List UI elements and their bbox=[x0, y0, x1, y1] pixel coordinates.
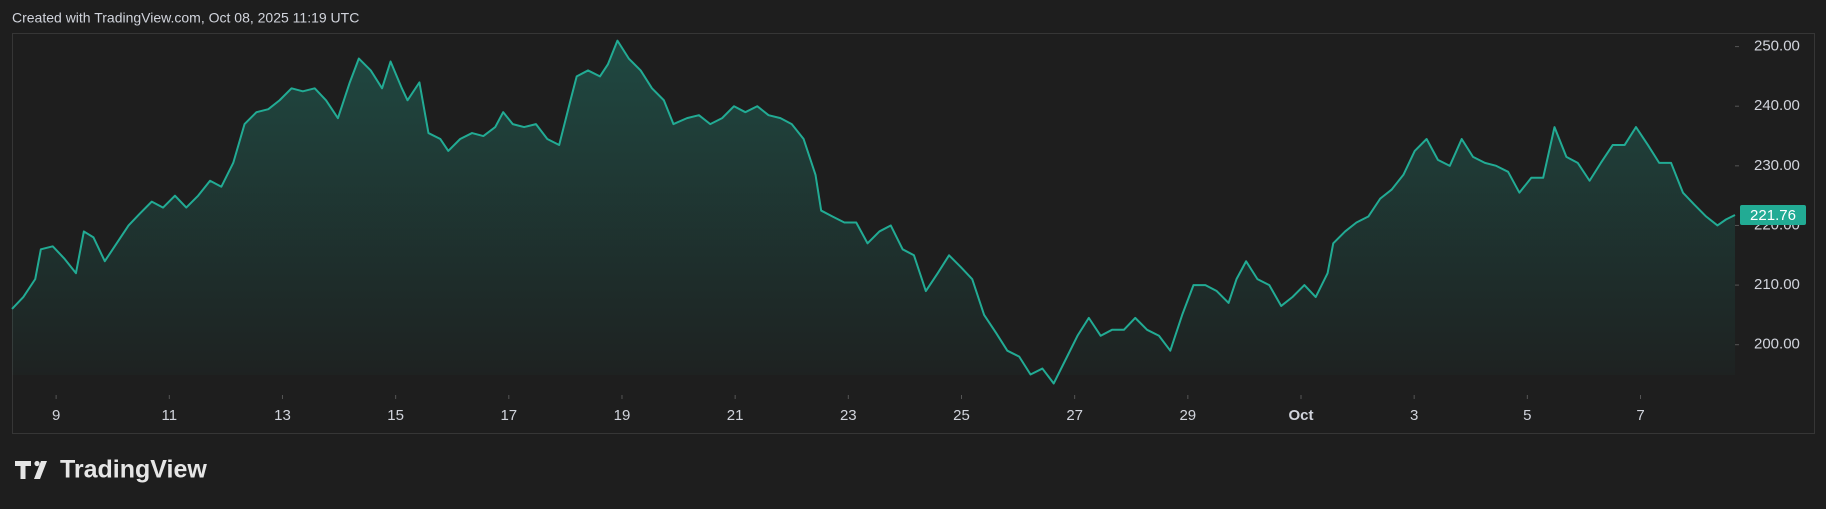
last-price-label: 221.76 bbox=[1750, 207, 1796, 224]
chart-frame bbox=[12, 33, 1815, 434]
y-tick-label: 240.00 bbox=[1754, 97, 1800, 114]
x-tick-label: 21 bbox=[727, 407, 744, 424]
x-tick-label: 23 bbox=[840, 407, 857, 424]
x-tick-label: 7 bbox=[1636, 407, 1644, 424]
area-fill bbox=[12, 40, 1735, 384]
x-tick-label: 9 bbox=[52, 407, 60, 424]
y-tick-label: 200.00 bbox=[1754, 336, 1800, 353]
x-tick-label: 3 bbox=[1410, 407, 1418, 424]
x-tick-label: 13 bbox=[274, 407, 291, 424]
x-tick-label: 5 bbox=[1523, 407, 1531, 424]
y-tick-label: 230.00 bbox=[1754, 157, 1800, 174]
y-tick-label: 210.00 bbox=[1754, 276, 1800, 293]
x-tick-label: 25 bbox=[953, 407, 970, 424]
logo-text: TradingView bbox=[60, 456, 207, 484]
x-tick-label: 17 bbox=[500, 407, 517, 424]
y-tick-label: 250.00 bbox=[1754, 38, 1800, 55]
last-price-tag bbox=[1740, 204, 1806, 225]
x-tick-label: 15 bbox=[387, 407, 404, 424]
header: Created with TradingView.com, Oct 08, 20… bbox=[12, 10, 359, 26]
logo bbox=[15, 460, 47, 479]
x-tick-label: 29 bbox=[1179, 407, 1196, 424]
x-tick-label: 19 bbox=[614, 407, 631, 424]
x-tick-label: Oct bbox=[1288, 407, 1313, 424]
x-tick-label: 27 bbox=[1066, 407, 1083, 424]
price-line bbox=[11, 39, 1736, 385]
x-tick-label: 11 bbox=[162, 407, 178, 424]
